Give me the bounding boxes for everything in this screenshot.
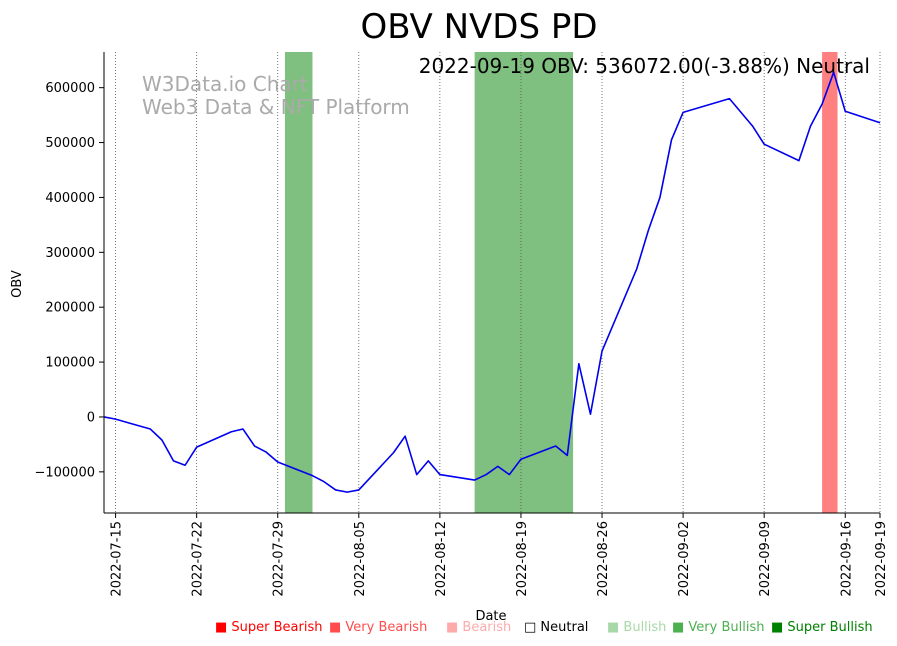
watermark-line-2: Web3 Data & NFT Platform [142,95,410,119]
series-layer [103,71,881,493]
x-tick-label-2022-07-15: 2022-07-15 [110,521,125,597]
legend-item-bullish: ■ Bullish [607,620,667,635]
y-tick-label-7: 600000 [45,81,95,96]
y-tick-label-6: 500000 [45,136,95,151]
legend-item-bearish: ■ Bearish [446,620,512,635]
chart-title: OBV NVDS PD [360,7,597,47]
signal-band-3 [822,52,838,513]
y-tick-label-3: 200000 [45,301,95,316]
x-tick-label-2022-09-19: 2022-09-19 [874,521,889,597]
x-tick-label-2022-07-22: 2022-07-22 [191,521,206,597]
y-tick-label-4: 300000 [45,246,95,261]
watermark: W3Data.io Chart Web3 Data & NFT Platform [142,72,410,119]
legend-item-very-bearish: ■ Very Bearish [329,620,428,635]
x-tick-label-2022-07-29: 2022-07-29 [272,521,287,597]
legend-item-super-bearish: ■ Super Bearish [215,620,323,635]
x-gridlines [115,52,881,513]
axes [103,52,880,514]
x-tick-label-2022-09-09: 2022-09-09 [758,521,773,597]
signal-bands [284,52,838,513]
legend-item-super-bullish: ■ Super Bullish [771,620,873,635]
x-tick-label-2022-09-02: 2022-09-02 [677,521,692,597]
x-axis-label: Date [475,609,506,624]
y-tick-label-2: 100000 [45,356,95,371]
x-tick-label-2022-08-26: 2022-08-26 [596,521,611,597]
y-tick-label-5: 400000 [45,191,95,206]
x-tick-label-2022-08-05: 2022-08-05 [353,521,368,597]
series-line-obv [103,71,881,493]
signal-band-2 [474,52,574,513]
y-tick-label-1: 0 [87,410,95,425]
y-axis-label: OBV [10,270,25,298]
x-ticks: 2022-07-15 2022-07-22 2022-07-29 2022-08-05… [110,513,889,597]
signal-band-1 [284,52,313,513]
watermark-line-1: W3Data.io Chart [142,72,308,96]
x-tick-label-2022-09-16: 2022-09-16 [839,521,854,597]
obv-info-text: 2022-09-19 OBV: 536072.00(-3.88%) Neutra… [419,54,870,78]
legend-item-neutral: □ Neutral [524,620,589,635]
y-tick-label-0: −100000 [34,465,95,480]
x-tick-label-2022-08-12: 2022-08-12 [434,521,449,597]
y-ticks: −100000 0 100000 200000 300000 400000 500000 60… [34,81,104,480]
signal-legend: ■ Super Bearish ■ Very Bearish ■ Bearish □ … [0,620,897,640]
x-tick-label-2022-08-19: 2022-08-19 [515,521,530,597]
legend-item-very-bullish: ■ Very Bullish [672,620,765,635]
